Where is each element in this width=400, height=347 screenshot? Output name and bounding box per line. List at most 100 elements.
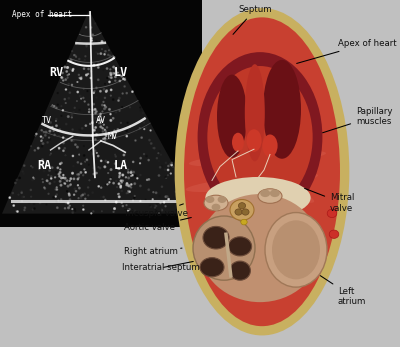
Point [115,191,121,197]
Point [76,175,82,180]
Point [98,194,104,200]
Text: Papillary
muscles: Papillary muscles [323,107,392,133]
Point [20,169,26,174]
Point [76,171,82,177]
Point [156,149,163,154]
Point [66,81,72,87]
Point [153,203,159,209]
Ellipse shape [235,209,242,215]
Point [53,123,60,128]
Point [80,86,87,92]
Point [71,176,77,181]
Point [124,90,130,96]
Point [76,56,82,62]
Point [52,175,59,180]
Point [165,163,172,169]
Point [112,78,118,83]
Point [38,138,44,144]
Point [18,190,25,196]
Point [108,175,114,180]
Point [175,203,182,209]
Point [55,198,62,203]
Point [106,74,112,79]
Point [90,42,96,48]
Point [63,121,70,127]
Point [93,132,99,138]
Point [48,176,54,181]
Point [42,133,48,138]
Text: Tricuspid valve: Tricuspid valve [124,204,188,218]
Point [98,158,104,164]
Point [105,160,111,165]
Ellipse shape [270,189,280,197]
Point [110,116,116,121]
Point [92,88,98,94]
Point [119,178,126,184]
Point [56,133,62,139]
Point [83,43,90,49]
Point [91,133,98,138]
Point [90,90,97,95]
Point [14,177,20,183]
Point [77,93,83,99]
Point [100,67,107,73]
Ellipse shape [246,129,262,152]
Point [158,152,164,158]
Point [132,173,138,178]
Point [20,171,27,176]
Point [125,190,131,196]
Point [116,170,123,176]
Point [163,160,169,166]
Point [62,205,68,211]
Point [85,193,92,198]
Text: MV: MV [108,132,118,141]
Point [168,162,175,168]
Point [172,194,178,200]
Point [138,155,144,161]
Point [97,120,104,126]
Point [67,67,73,72]
Point [104,125,110,130]
Point [129,89,136,94]
Point [62,175,68,181]
Point [10,190,16,196]
Point [36,167,42,172]
Point [62,145,68,151]
Ellipse shape [262,135,278,157]
Point [175,176,181,182]
Point [44,120,51,126]
Point [155,150,162,156]
Text: AV: AV [96,116,106,125]
Point [43,202,50,207]
Point [137,198,144,204]
Point [96,120,102,126]
Point [188,209,194,215]
Point [30,207,36,212]
Point [126,206,133,212]
Ellipse shape [184,17,340,326]
Point [97,113,103,119]
Point [120,76,127,82]
Point [90,90,97,96]
Point [102,52,108,58]
Point [51,103,58,109]
Point [15,192,22,197]
Point [130,159,136,165]
Point [99,209,105,214]
Point [154,201,160,207]
Point [30,175,36,180]
Point [94,150,100,156]
Point [151,145,158,151]
Text: LA: LA [114,159,128,172]
Point [57,161,64,167]
Point [76,152,82,157]
Point [153,208,160,214]
Point [120,182,126,187]
Point [81,199,87,205]
Point [132,196,138,202]
Point [100,117,106,123]
Point [76,127,83,133]
Point [66,178,73,184]
Point [98,124,104,130]
Point [70,110,77,115]
